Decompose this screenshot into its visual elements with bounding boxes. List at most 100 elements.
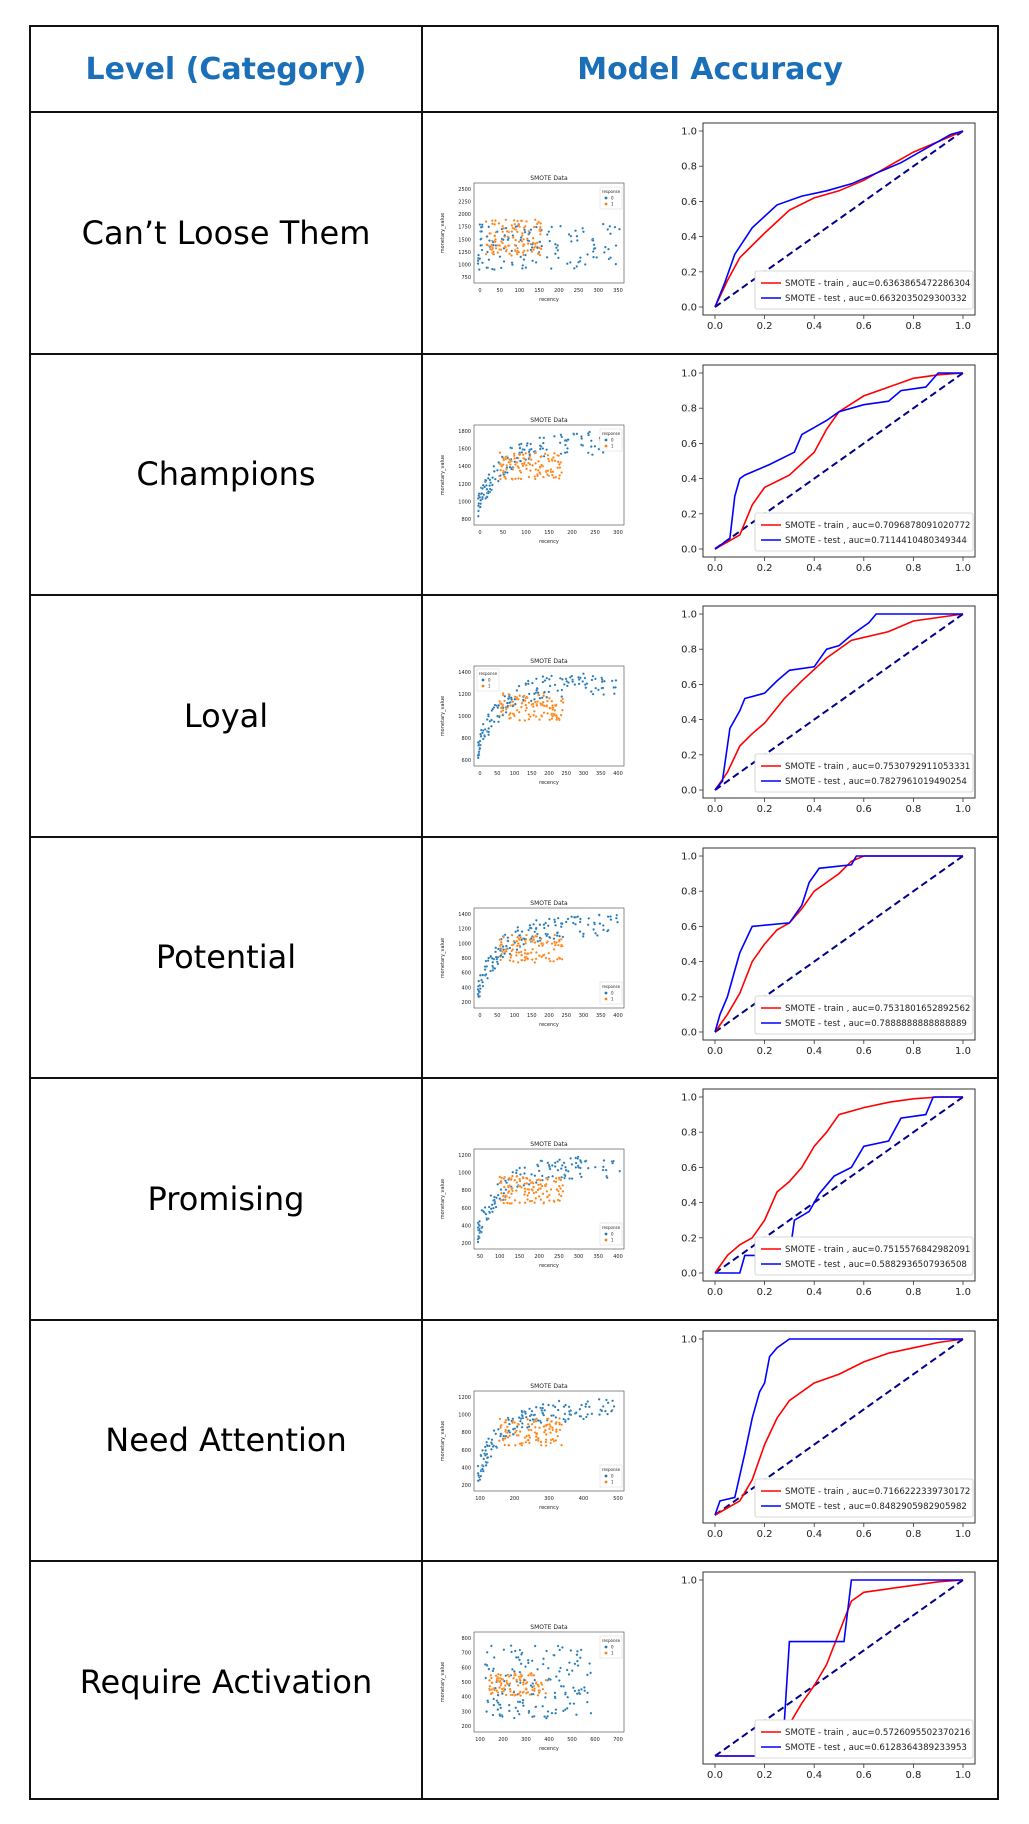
- roc-ytick: 0.0: [681, 544, 697, 555]
- scatter-point-class1: [544, 1678, 548, 1682]
- scatter-point-class0: [562, 1161, 566, 1165]
- scatter-point-class0: [486, 250, 489, 254]
- scatter-ytick: 600: [461, 1447, 471, 1453]
- scatter-point-class0: [478, 257, 481, 261]
- scatter-point-class0: [602, 693, 605, 696]
- scatter-point-class0: [608, 225, 612, 228]
- scatter-point-class0: [533, 929, 537, 933]
- scatter-point-class0: [480, 728, 483, 732]
- scatter-point-class1: [533, 474, 537, 478]
- scatter-point-class0: [509, 1644, 513, 1647]
- scatter-point-class0: [556, 1168, 560, 1172]
- scatter-point-class0: [534, 1705, 538, 1709]
- scatter-xtick: 400: [613, 771, 623, 777]
- scatter-point-class1: [558, 1184, 561, 1188]
- scatter-point-class1: [542, 1424, 546, 1428]
- row-divider: [31, 1318, 997, 1321]
- scatter-point-class0: [478, 1220, 481, 1223]
- scatter-points: [476, 218, 621, 271]
- scatter-point-class1: [539, 1187, 542, 1190]
- scatter-point-class0: [601, 222, 605, 226]
- scatter-point-class0: [510, 249, 514, 253]
- scatter-point-class1: [486, 243, 489, 247]
- scatter-point-class0: [477, 743, 481, 747]
- scatter-point-class0: [562, 1404, 566, 1408]
- scatter-point-class1: [526, 1691, 530, 1694]
- scatter-point-class0: [495, 1699, 499, 1702]
- scatter-point-class0: [533, 698, 536, 701]
- scatter-point-class1: [510, 1192, 513, 1196]
- scatter-point-class0: [506, 238, 510, 242]
- roc-ytick: 1.0: [681, 1334, 697, 1345]
- scatter-xlabel: recency: [539, 539, 559, 545]
- scatter-xtick: 100: [475, 1737, 485, 1743]
- scatter-xlabel: recency: [539, 297, 559, 303]
- scatter-point-class1: [534, 1190, 538, 1194]
- scatter-point-class1: [515, 230, 519, 234]
- scatter-point-class1: [514, 1673, 517, 1677]
- scatter-point-class1: [527, 713, 531, 716]
- scatter-ytick: 1200: [458, 926, 471, 932]
- scatter-point-class0: [522, 942, 525, 946]
- scatter-point-class1: [498, 1438, 501, 1442]
- scatter-point-class1: [559, 699, 563, 703]
- roc-xtick: 0.8: [905, 1046, 921, 1057]
- scatter-point-class1: [503, 699, 506, 703]
- scatter-point-class0: [498, 1703, 502, 1707]
- scatter-point-class1: [504, 1420, 507, 1424]
- scatter-point-class1: [554, 714, 558, 718]
- scatter-point-class1: [509, 955, 513, 959]
- scatter-point-class0: [585, 682, 589, 685]
- scatter-point-class0: [494, 950, 497, 953]
- scatter-ytick: 200: [461, 1000, 471, 1006]
- scatter-point-class1: [525, 220, 528, 223]
- scatter-point-class1: [504, 476, 508, 480]
- scatter-point-class0: [551, 1164, 554, 1167]
- scatter-point-class0: [548, 917, 551, 920]
- scatter-point-class1: [524, 451, 528, 455]
- scatter-point-class0: [564, 1708, 567, 1711]
- scatter-point-class0: [499, 953, 503, 957]
- scatter-point-class1: [537, 1195, 541, 1198]
- scatter-point-class1: [539, 229, 542, 233]
- scatter-point-class1: [517, 1433, 520, 1437]
- scatter-point-class0: [523, 1172, 526, 1175]
- scatter-point-class0: [592, 927, 595, 931]
- roc-xtick: 0.4: [806, 1529, 822, 1540]
- scatter-point-class0: [479, 732, 482, 736]
- scatter-ytick: 1200: [458, 692, 471, 698]
- scatter-point-class0: [489, 1207, 493, 1211]
- scatter-point-class0: [596, 933, 599, 937]
- scatter-point-class1: [533, 940, 537, 944]
- scatter-point-class0: [605, 1176, 609, 1179]
- scatter-point-class1: [488, 1679, 491, 1682]
- scatter-point-class0: [559, 924, 563, 928]
- scatter-point-class0: [536, 246, 539, 250]
- scatter-point-class1: [523, 951, 527, 955]
- scatter-point-class0: [547, 1403, 550, 1406]
- scatter-point-class1: [539, 247, 543, 251]
- scatter-point-class1: [548, 706, 552, 710]
- scatter-title: SMOTE Data: [530, 1141, 568, 1148]
- scatter-point-class1: [484, 252, 488, 256]
- scatter-point-class0: [511, 1668, 514, 1671]
- scatter-point-class1: [498, 1417, 502, 1420]
- scatter-point-class1: [552, 455, 555, 459]
- roc-test-curve: [714, 371, 963, 550]
- scatter-point-class0: [526, 239, 530, 242]
- scatter-point-class0: [479, 505, 482, 508]
- roc-chart: 0.0 0.2 0.4 0.6 0.8 1.0 0.0 0.2 0.4 0.6 0.8 1.0 SMOT…: [681, 1088, 976, 1298]
- scatter-point-class1: [550, 1419, 553, 1423]
- scatter-point-class0: [508, 1422, 511, 1425]
- scatter-point-class0: [482, 492, 486, 496]
- scatter-point-class1: [514, 1693, 518, 1697]
- roc-ytick: 1.0: [681, 1093, 697, 1104]
- scatter-point-class0: [487, 1436, 490, 1440]
- scatter-point-class0: [590, 444, 593, 448]
- scatter-point-class1: [513, 1198, 517, 1202]
- scatter-point-class0: [541, 1704, 544, 1708]
- scatter-point-class0: [618, 227, 621, 231]
- roc-xtick: 0.4: [806, 804, 822, 815]
- scatter-point-class1: [558, 473, 562, 477]
- scatter-point-class0: [531, 681, 534, 685]
